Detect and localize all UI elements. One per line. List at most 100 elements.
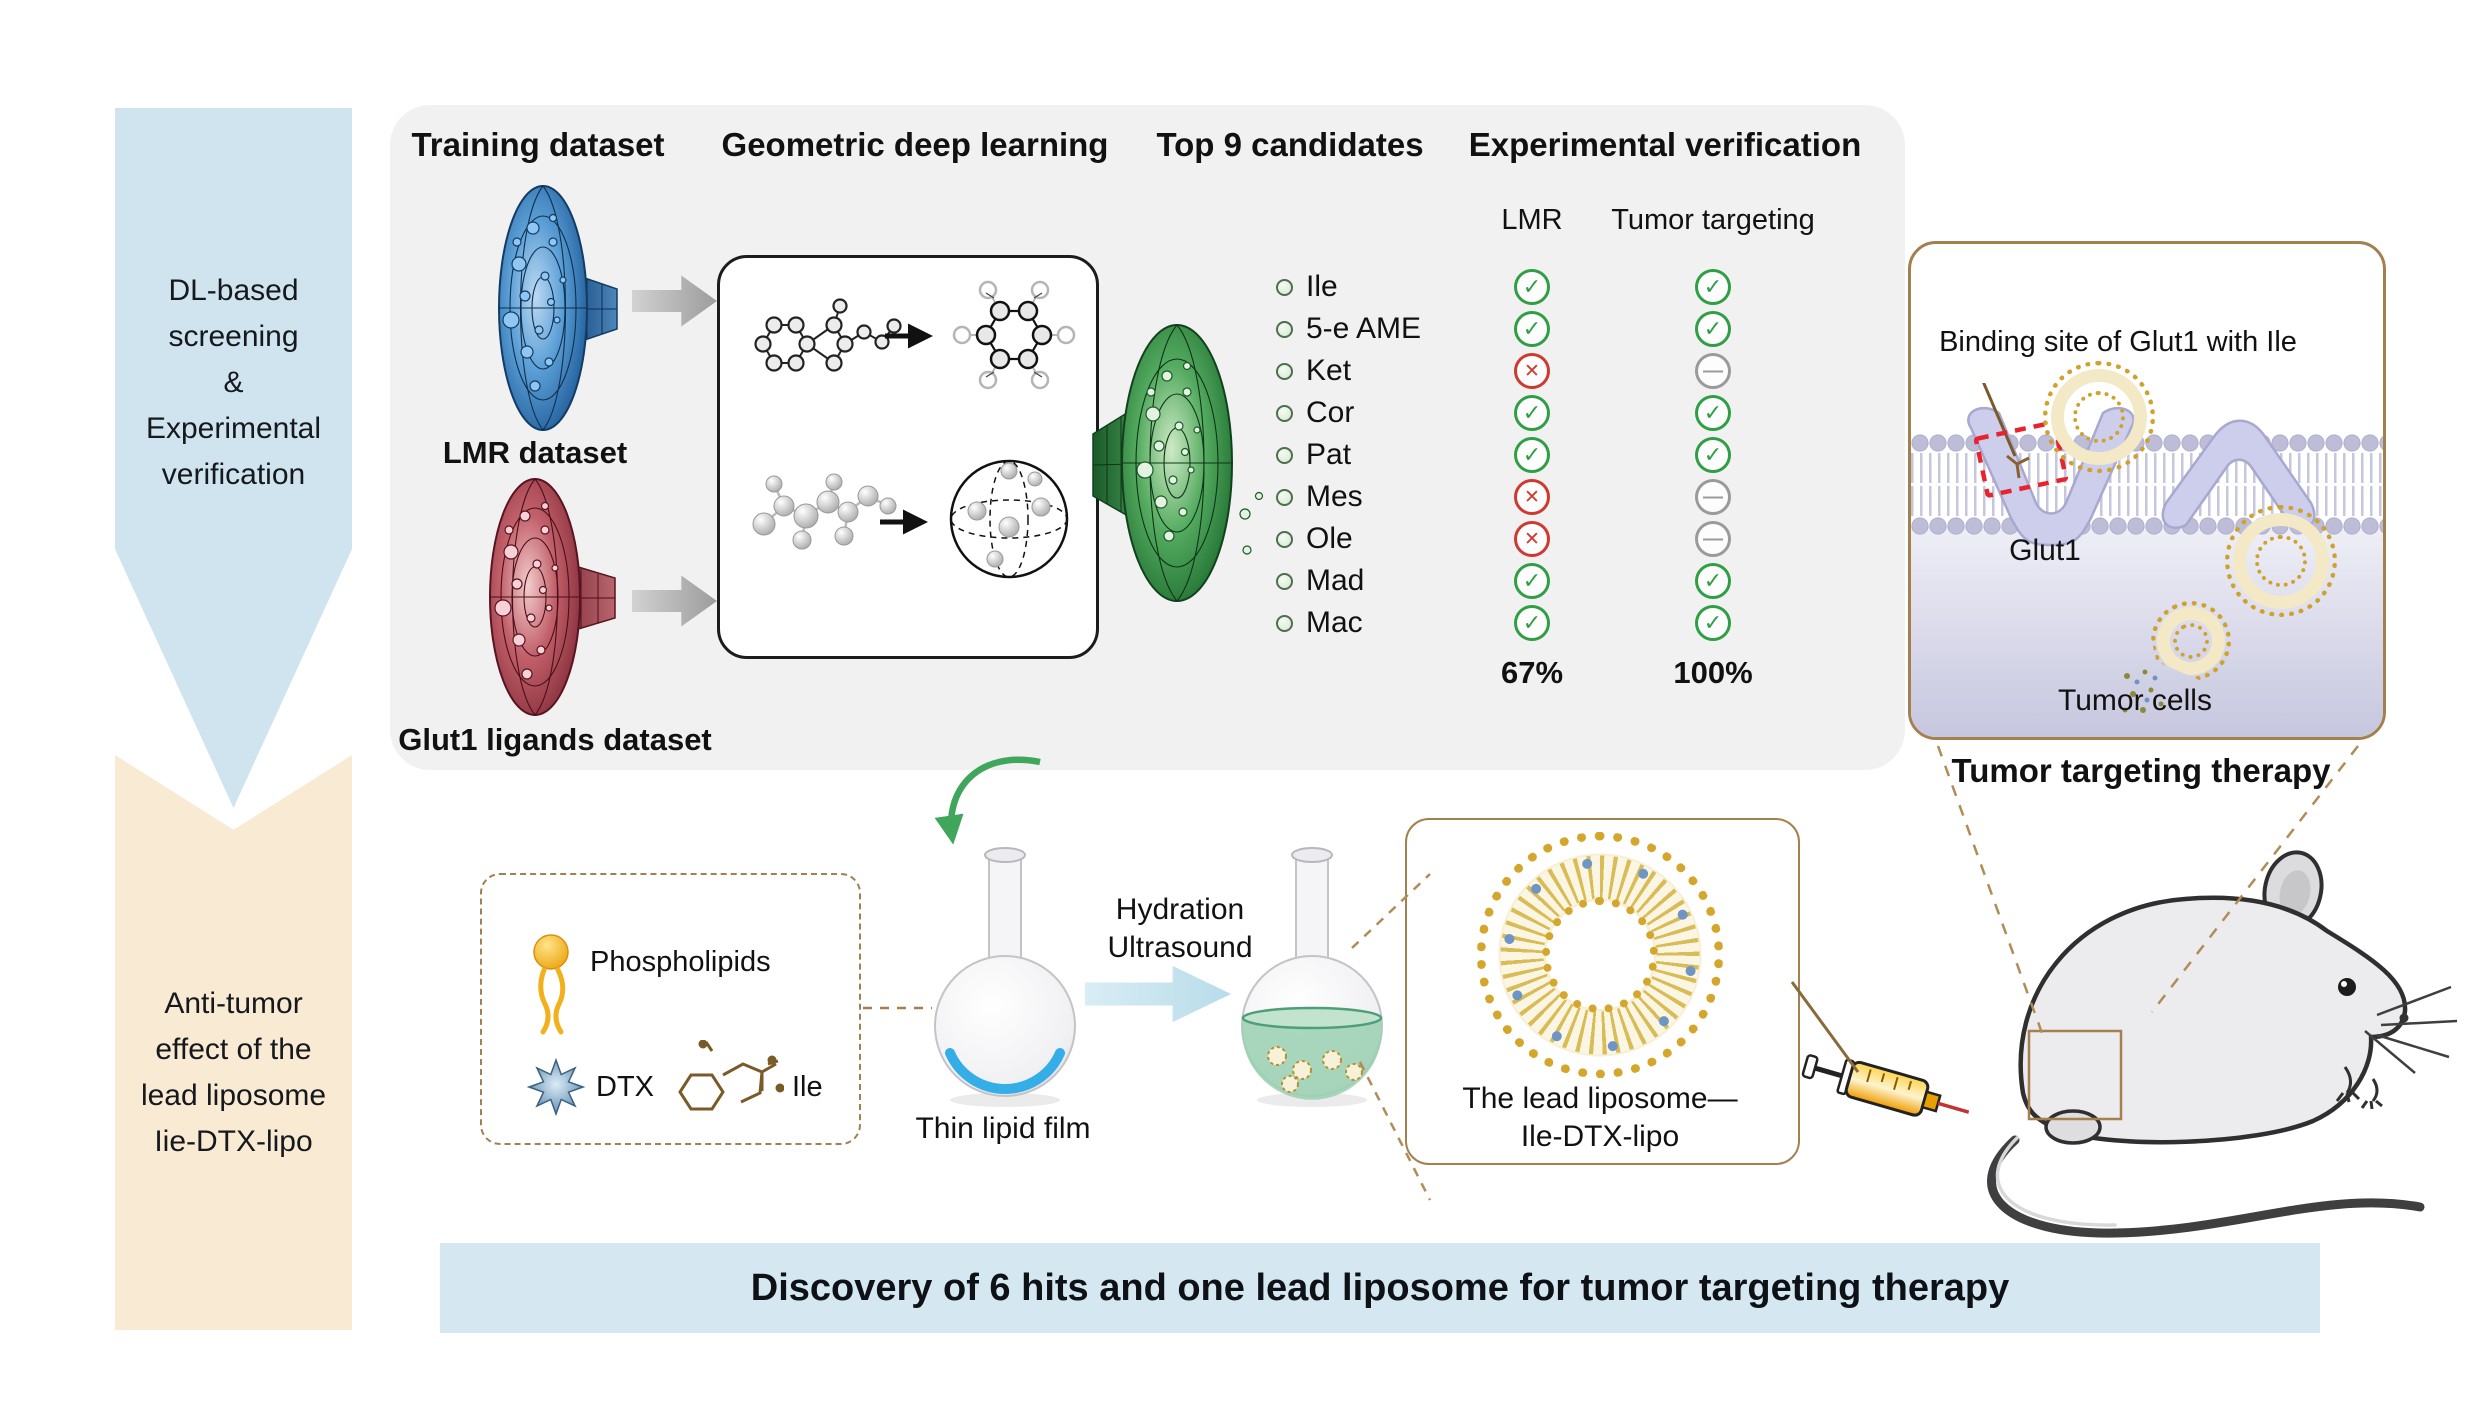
tumor-cells-label: Tumor cells bbox=[2058, 684, 2212, 717]
candidates-funnel-illustration bbox=[1092, 324, 1264, 602]
tumor-success-rate: 100% bbox=[1673, 655, 1753, 690]
candidate-dot-icon bbox=[1276, 446, 1293, 464]
stage1-label-line: DL-based bbox=[168, 274, 299, 307]
lmr-dataset-label: LMR dataset bbox=[442, 435, 628, 470]
candidate-name: Mad bbox=[1306, 564, 1365, 597]
candidate-row: 5-e AME bbox=[1276, 308, 1856, 350]
spherical-representation-icon bbox=[949, 459, 1069, 579]
stage2-label-line: Anti-tumor bbox=[164, 986, 303, 1020]
molecule-3d-icon bbox=[752, 473, 897, 550]
header-experimental-verification: Experimental verification bbox=[1468, 126, 1862, 163]
lead-liposome-label-line1: The lead liposome— bbox=[1462, 1082, 1738, 1115]
candidate-name: Ile bbox=[1306, 270, 1338, 303]
tumor-status-icon bbox=[1695, 605, 1731, 641]
binding-site-label: Binding site of Glut1 with Ile bbox=[1939, 326, 2297, 358]
lead-liposome-diagram bbox=[1477, 832, 1723, 1078]
glut1-label: Glut1 bbox=[2009, 534, 2081, 567]
lmr-status-icon bbox=[1514, 395, 1550, 431]
candidate-dot-icon bbox=[1276, 404, 1293, 422]
ile-molecule-icon bbox=[678, 1040, 784, 1111]
glut1-dataset-label: Glut1 ligands dataset bbox=[398, 722, 712, 757]
lmr-dataset-funnel-illustration bbox=[498, 185, 618, 431]
conclusion-banner: Discovery of 6 hits and one lead liposom… bbox=[440, 1243, 2320, 1333]
header-top9-candidates: Top 9 candidates bbox=[1156, 126, 1424, 163]
dtx-label: DTX bbox=[596, 1071, 654, 1103]
candidate-row: Ole bbox=[1276, 518, 1856, 560]
tumor-status-icon bbox=[1695, 437, 1731, 473]
stage1-label-line: verification bbox=[161, 458, 306, 491]
released-drug-dots-icon bbox=[2122, 669, 2164, 713]
candidate-name: 5-e AME bbox=[1306, 312, 1422, 345]
tumor-status-icon bbox=[1695, 563, 1731, 599]
candidate-row: Cor bbox=[1276, 392, 1856, 434]
candidate-row: Pat bbox=[1276, 434, 1856, 476]
thin-lipid-film-flask bbox=[934, 847, 1076, 1107]
dtx-drug-icon bbox=[527, 1058, 585, 1116]
lmr-status-icon bbox=[1514, 521, 1550, 557]
candidate-dot-icon bbox=[1276, 488, 1293, 506]
stage2-label-line: effect of the bbox=[155, 1032, 312, 1066]
candidate-name: Cor bbox=[1306, 396, 1355, 429]
candidate-name: Pat bbox=[1306, 438, 1352, 471]
lmr-status-icon bbox=[1514, 563, 1550, 599]
tumor-targeting-therapy-caption: Tumor targeting therapy bbox=[1951, 752, 2331, 789]
ultrasound-label: Ultrasound bbox=[1107, 931, 1253, 964]
candidates-table: Ile 5-e AME Ket Cor Pat bbox=[1276, 266, 1856, 644]
sidebar-stage1-chevron: DL-based screening & Experimental verifi… bbox=[115, 108, 352, 808]
column-header-tumor-targeting: Tumor targeting bbox=[1611, 204, 1815, 236]
stage1-label-line: Experimental bbox=[145, 412, 322, 445]
glut1-dataset-funnel-illustration bbox=[489, 478, 616, 716]
mouse-illustration bbox=[1987, 850, 2458, 1238]
stage1-label-line: screening bbox=[168, 320, 299, 353]
phospholipid-icon bbox=[533, 934, 569, 1035]
thin-lipid-film-label: Thin lipid film bbox=[915, 1112, 1091, 1145]
tumor-status-icon bbox=[1695, 395, 1731, 431]
ingredients-box bbox=[480, 873, 861, 1145]
lmr-status-icon bbox=[1514, 269, 1550, 305]
lmr-status-icon bbox=[1514, 605, 1550, 641]
tumor-status-icon bbox=[1695, 353, 1731, 389]
stage1-label-line: & bbox=[223, 366, 244, 399]
candidate-row: Ket bbox=[1276, 350, 1856, 392]
lmr-status-icon bbox=[1514, 437, 1550, 473]
liposome-binding-icon bbox=[2043, 361, 2155, 473]
candidate-dot-icon bbox=[1276, 362, 1293, 380]
hydration-label: Hydration bbox=[1115, 893, 1245, 926]
tumor-status-icon bbox=[1695, 521, 1731, 557]
candidate-dot-icon bbox=[1276, 530, 1293, 548]
column-header-lmr: LMR bbox=[1501, 204, 1563, 236]
tumor-status-icon bbox=[1695, 269, 1731, 305]
header-training-dataset: Training dataset bbox=[411, 126, 665, 163]
molecule-graph-2d-icon bbox=[754, 298, 902, 372]
candidate-row: Mes bbox=[1276, 476, 1856, 518]
tumor-status-icon bbox=[1695, 311, 1731, 347]
candidate-dot-icon bbox=[1276, 320, 1293, 338]
candidate-row: Mad bbox=[1276, 560, 1856, 602]
candidate-name: Ole bbox=[1306, 522, 1353, 555]
tumor-status-icon bbox=[1695, 479, 1731, 515]
candidate-name: Mac bbox=[1306, 606, 1363, 639]
ile-label: Ile bbox=[792, 1071, 823, 1103]
conclusion-text: Discovery of 6 hits and one lead liposom… bbox=[750, 1266, 2010, 1309]
phospholipids-label: Phospholipids bbox=[590, 946, 771, 978]
candidate-row: Mac bbox=[1276, 602, 1856, 644]
header-geometric-deep-learning: Geometric deep learning bbox=[721, 126, 1109, 163]
tumor-cell-panel: Binding site of Glut1 with Ile Glut1 Tum… bbox=[1908, 241, 2386, 740]
candidate-dot-icon bbox=[1276, 614, 1293, 632]
lmr-success-rate: 67% bbox=[1500, 655, 1564, 690]
lead-liposome-label-line2: Ile-DTX-lipo bbox=[1520, 1120, 1680, 1153]
lmr-status-icon bbox=[1514, 353, 1550, 389]
stage2-label-line: Iie-DTX-lipo bbox=[154, 1124, 313, 1158]
lmr-status-icon bbox=[1514, 311, 1550, 347]
candidate-row: Ile bbox=[1276, 266, 1856, 308]
candidate-name: Mes bbox=[1306, 480, 1363, 513]
candidate-dot-icon bbox=[1276, 572, 1293, 590]
sidebar-stage2-chevron: Anti-tumor effect of the lead liposome I… bbox=[115, 755, 352, 1330]
stage2-label-line: lead liposome bbox=[140, 1078, 327, 1112]
candidate-dot-icon bbox=[1276, 278, 1293, 296]
process-arrow-icon bbox=[1085, 965, 1231, 1023]
liposome-suspension-flask bbox=[1241, 847, 1383, 1107]
lmr-status-icon bbox=[1514, 479, 1550, 515]
graph-embedding-icon bbox=[952, 280, 1076, 390]
